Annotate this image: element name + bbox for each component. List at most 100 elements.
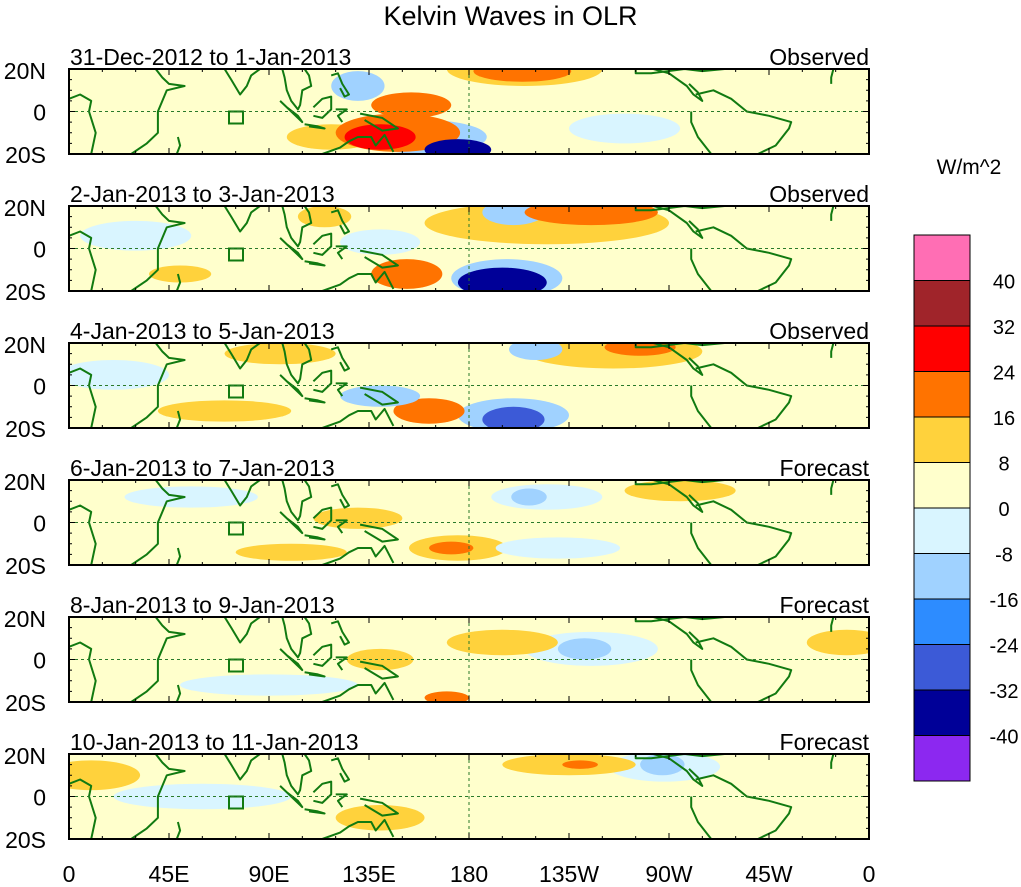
olr-anomaly-region <box>69 360 169 390</box>
olr-anomaly-region <box>424 139 492 154</box>
coastline <box>830 69 835 84</box>
olr-anomaly-region <box>80 220 192 251</box>
coastline <box>69 641 97 702</box>
coastline <box>304 123 326 130</box>
colorbar-swatch <box>913 280 971 327</box>
coastline <box>223 69 261 96</box>
olr-anomaly-region <box>393 398 465 424</box>
olr-anomaly-region <box>509 343 563 360</box>
olr-anomaly-region <box>124 486 258 508</box>
coastline <box>281 754 313 796</box>
coastline <box>304 260 326 267</box>
coastline <box>69 230 97 291</box>
olr-anomaly-region <box>557 638 612 660</box>
map-panel <box>68 342 870 429</box>
coastline <box>690 637 793 702</box>
olr-anomaly-region <box>562 760 598 769</box>
coastline <box>166 136 182 154</box>
coastline <box>830 343 835 358</box>
olr-anomaly-region <box>473 69 572 82</box>
coastline <box>279 237 304 261</box>
panel-status: Forecast <box>780 729 870 755</box>
latitude-label: 20S <box>5 142 46 168</box>
coastline <box>113 69 186 154</box>
longitude-label: 180 <box>450 861 488 887</box>
coastline <box>690 774 793 839</box>
latitude-label: 0 <box>33 648 46 674</box>
coastline <box>690 89 793 154</box>
latitude-label: 0 <box>33 511 46 537</box>
coastline <box>335 656 348 671</box>
panel-status: Observed <box>769 318 869 344</box>
longitude-label: 0 <box>863 861 876 887</box>
coastline <box>279 511 304 535</box>
coastline <box>223 754 261 781</box>
coastline <box>335 793 348 808</box>
coastline <box>304 534 326 541</box>
latitude-label: 0 <box>33 237 46 263</box>
coastline <box>69 504 97 565</box>
coastline <box>690 363 793 428</box>
olr-anomaly-region <box>457 267 547 291</box>
coastline <box>312 95 333 119</box>
coastline <box>830 206 835 221</box>
olr-anomaly-region <box>446 629 558 656</box>
coastline <box>830 617 835 632</box>
colorbar-label: 40 <box>993 272 1015 294</box>
coastline <box>69 93 97 154</box>
latitude-label: 20S <box>5 416 46 442</box>
colorbar-label: -40 <box>990 727 1019 749</box>
coastline <box>279 374 304 398</box>
olr-anomaly-region <box>429 541 474 555</box>
longitude-label: 135E <box>342 861 396 887</box>
latitude-label: 0 <box>33 374 46 400</box>
olr-anomaly-region <box>569 113 681 144</box>
latitude-label: 20S <box>5 690 46 716</box>
latitude-label: 20S <box>5 827 46 853</box>
coastline <box>312 643 333 667</box>
colorbar-label: -16 <box>990 590 1019 612</box>
olr-anomaly-region <box>313 507 403 529</box>
coastline <box>830 480 835 495</box>
panel-date-range: 2-Jan-2013 to 3-Jan-2013 <box>70 181 335 207</box>
longitude-label: 45E <box>149 861 190 887</box>
latitude-label: 0 <box>33 100 46 126</box>
colorbar-label: -32 <box>990 681 1019 703</box>
coastline <box>279 100 304 124</box>
coastline <box>166 684 182 702</box>
longitude-label: 90E <box>249 861 290 887</box>
coastline <box>281 69 313 111</box>
coastline <box>359 797 399 817</box>
region-box <box>228 658 244 673</box>
olr-anomaly-region <box>224 343 336 365</box>
coastline <box>281 206 313 248</box>
coastline <box>166 547 182 565</box>
coastline <box>113 617 186 702</box>
coastline <box>634 617 725 623</box>
longitude-label: 135W <box>539 861 599 887</box>
coastline <box>223 480 261 507</box>
coastline <box>330 483 350 509</box>
coastline <box>281 480 313 522</box>
coastline <box>113 754 186 839</box>
region-box <box>228 521 244 536</box>
panel-status: Forecast <box>780 592 870 618</box>
colorbar-swatch <box>913 507 971 554</box>
colorbar-swatch <box>913 234 971 281</box>
olr-anomaly-region <box>149 265 212 283</box>
panel-date-range: 4-Jan-2013 to 5-Jan-2013 <box>70 318 335 344</box>
region-box <box>228 247 244 262</box>
coastline <box>223 343 261 370</box>
coastline <box>359 523 399 543</box>
coastline <box>304 397 326 404</box>
latitude-label: 20N <box>4 469 46 495</box>
coastline <box>166 410 182 428</box>
latitude-label: 0 <box>33 785 46 811</box>
coastline <box>335 382 348 397</box>
panel-date-range: 6-Jan-2013 to 7-Jan-2013 <box>70 455 335 481</box>
coastline <box>304 671 326 678</box>
olr-anomaly-region <box>180 674 358 696</box>
latitude-label: 20N <box>4 332 46 358</box>
coastline <box>359 386 399 406</box>
